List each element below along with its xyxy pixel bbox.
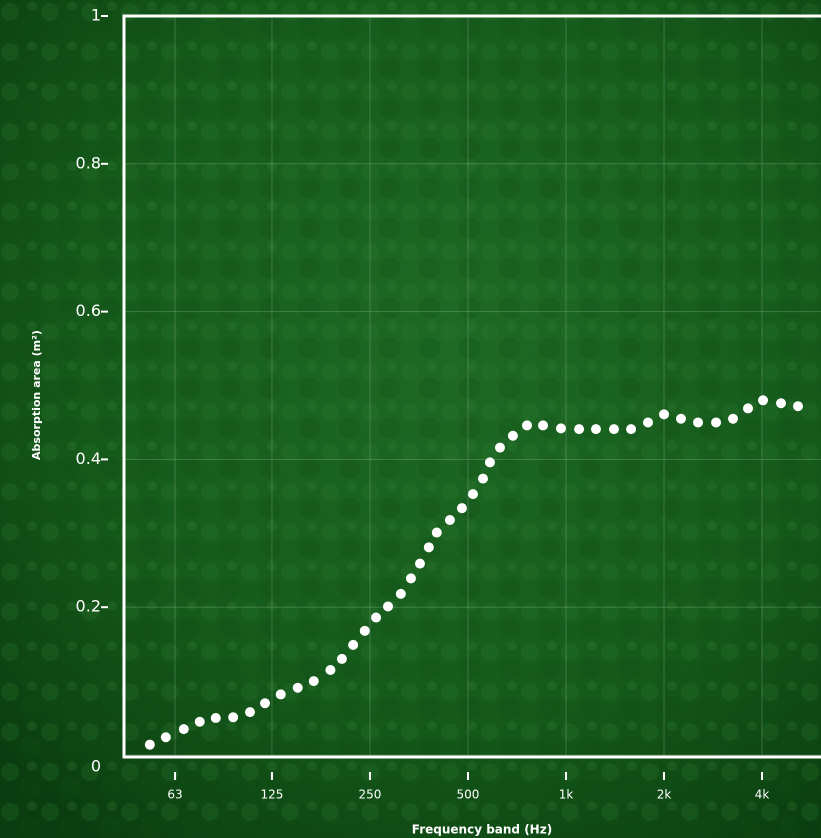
data-point: [467, 489, 478, 500]
data-point: [776, 398, 787, 409]
x-axis-label: Frequency band (Hz): [412, 823, 552, 837]
y-tick-label: 0.8: [76, 153, 101, 172]
data-point: [260, 698, 271, 709]
x-tick-label: 2k: [657, 788, 672, 802]
data-point: [793, 401, 804, 412]
data-point: [405, 573, 416, 584]
data-point: [538, 420, 549, 431]
data-point: [359, 625, 370, 636]
data-point: [178, 724, 189, 735]
x-tick-label: 1k: [559, 788, 574, 802]
y-tick-label: 0.4: [76, 449, 101, 468]
y-tick-label: 0.2: [76, 597, 101, 616]
data-point: [395, 588, 406, 599]
data-point: [228, 712, 239, 723]
data-point: [608, 424, 619, 435]
y-tick-label: 0.6: [76, 301, 101, 320]
data-point: [659, 409, 670, 420]
data-point: [383, 601, 394, 612]
data-point: [144, 739, 155, 750]
data-point: [675, 413, 686, 424]
data-point: [507, 430, 518, 441]
data-point: [210, 713, 221, 724]
data-point: [244, 707, 255, 718]
data-point: [456, 503, 467, 514]
data-point: [431, 527, 442, 538]
data-point: [711, 417, 722, 428]
data-point: [574, 424, 585, 435]
y-axis-label: Absorption area (m²): [30, 330, 43, 460]
data-point: [477, 473, 488, 484]
data-point: [693, 417, 704, 428]
data-point: [423, 542, 434, 553]
data-point: [348, 639, 359, 650]
x-tick-label: 4k: [755, 788, 770, 802]
data-point: [758, 395, 769, 406]
y-tick-label: 1: [91, 6, 101, 25]
data-point: [444, 514, 455, 525]
data-point: [643, 417, 654, 428]
x-tick-label: 500: [457, 788, 480, 802]
x-tick-label: 63: [167, 788, 182, 802]
data-point: [494, 442, 505, 453]
data-point: [275, 689, 286, 700]
x-tick-label: 250: [359, 788, 382, 802]
data-point: [414, 558, 425, 569]
data-point: [522, 420, 533, 431]
data-point: [336, 653, 347, 664]
data-point: [742, 403, 753, 414]
data-point: [728, 413, 739, 424]
data-point: [194, 716, 205, 727]
data-point: [484, 457, 495, 468]
data-point: [292, 682, 303, 693]
data-point: [626, 424, 637, 435]
data-point: [325, 665, 336, 676]
data-point: [555, 423, 566, 434]
plot-frame: [122, 14, 821, 759]
data-point: [371, 612, 382, 623]
data-point: [590, 424, 601, 435]
data-point: [308, 676, 319, 687]
data-point: [160, 732, 171, 743]
y-tick-label: 0: [91, 757, 101, 776]
x-tick-label: 125: [261, 788, 284, 802]
